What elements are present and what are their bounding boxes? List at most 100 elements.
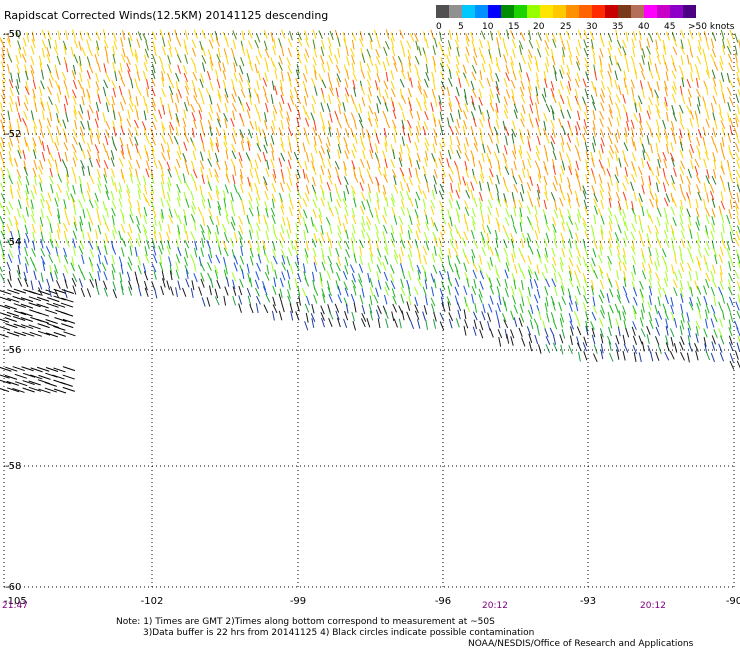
wind-barb	[728, 261, 732, 271]
wind-barb	[391, 119, 397, 129]
wind-barb	[199, 151, 204, 161]
wind-barb	[48, 254, 54, 264]
wind-barb	[720, 200, 726, 210]
wind-barb	[287, 38, 293, 48]
wind-barb	[577, 110, 581, 121]
wind-barb	[672, 134, 677, 144]
wind-barb	[279, 288, 283, 299]
wind-barb	[144, 254, 150, 263]
wind-barb	[552, 150, 557, 161]
wind-barb	[49, 167, 53, 178]
wind-barb	[399, 167, 405, 177]
wind-barb	[297, 215, 301, 226]
wind-barb	[102, 280, 108, 290]
wind-barb	[202, 46, 206, 57]
wind-barb	[711, 223, 716, 233]
wind-barb	[177, 214, 182, 225]
wind-barb	[382, 184, 387, 195]
wind-barb	[681, 94, 686, 105]
wind-barb	[599, 118, 604, 128]
wind-barb	[600, 310, 605, 319]
wind-barb	[705, 40, 710, 51]
wind-barb	[541, 271, 547, 281]
wind-barb	[689, 62, 693, 73]
wind-barb	[142, 192, 148, 203]
wind-barb	[146, 151, 150, 162]
wind-barb	[95, 101, 100, 112]
wind-barb	[192, 169, 198, 179]
wind-barb	[129, 206, 133, 217]
wind-barb	[646, 110, 651, 120]
wind-barb	[722, 93, 726, 104]
wind-barb	[735, 117, 739, 128]
wind-barb	[262, 286, 268, 296]
wind-barb	[536, 79, 540, 90]
wind-barb	[550, 105, 555, 115]
wind-barb	[584, 142, 588, 152]
wind-barb	[39, 182, 43, 192]
wind-barb	[592, 296, 596, 307]
wind-barb	[49, 133, 54, 144]
wind-barb	[594, 70, 598, 81]
wind-barb	[343, 112, 348, 122]
wind-barb	[111, 245, 117, 255]
wind-barb	[375, 56, 381, 66]
wind-barb	[568, 345, 573, 355]
latitude-label: -50	[5, 29, 21, 40]
wind-barb	[664, 351, 670, 361]
wind-barb	[313, 223, 318, 233]
wind-barb	[289, 89, 294, 99]
wind-barb	[593, 193, 598, 203]
wind-barb	[9, 102, 13, 113]
wind-barb	[273, 231, 278, 241]
wind-barb	[424, 232, 428, 242]
wind-barb	[175, 126, 179, 137]
wind-barb	[510, 79, 516, 89]
wind-barb	[256, 191, 261, 201]
wind-barb	[375, 63, 379, 74]
wind-barb	[222, 70, 227, 80]
wind-barb	[711, 208, 716, 218]
wind-barb	[319, 271, 323, 282]
wind-barb	[577, 256, 582, 266]
wind-barb	[535, 94, 540, 105]
wind-barb	[310, 152, 315, 163]
wind-barb	[534, 160, 540, 170]
wind-barb	[422, 165, 427, 176]
wind-barb	[648, 311, 653, 322]
wind-barb	[513, 206, 517, 217]
wind-barb	[23, 271, 28, 282]
wind-barb	[182, 152, 187, 162]
wind-barb	[126, 184, 131, 194]
wind-barb	[152, 63, 156, 74]
wind-barb	[632, 47, 636, 57]
wind-barb	[646, 161, 651, 171]
wind-barb	[663, 101, 668, 112]
wind-barb	[224, 102, 228, 113]
wind-barb	[568, 295, 573, 305]
wind-barb	[528, 333, 533, 343]
wind-barb	[734, 53, 738, 63]
wind-barb	[552, 216, 557, 226]
wind-barb	[343, 281, 349, 291]
legend-swatch	[631, 5, 644, 18]
wind-barb	[96, 168, 101, 179]
wind-barb	[545, 222, 551, 232]
wind-barb	[578, 181, 582, 192]
wind-barb	[447, 277, 453, 287]
wind-barb	[294, 261, 300, 271]
wind-barb	[446, 86, 450, 97]
wind-barb	[26, 32, 30, 43]
wind-barb	[433, 278, 437, 289]
wind-barb	[5, 366, 18, 372]
wind-barb	[46, 215, 52, 225]
wind-barb	[566, 192, 571, 203]
wind-barb	[134, 136, 139, 146]
wind-barb	[503, 104, 509, 114]
wind-barb	[496, 277, 501, 287]
wind-barb	[6, 168, 11, 178]
wind-barb	[721, 127, 726, 137]
wind-barb	[430, 273, 435, 283]
wind-barb	[101, 262, 107, 272]
wind-barb	[106, 53, 109, 64]
